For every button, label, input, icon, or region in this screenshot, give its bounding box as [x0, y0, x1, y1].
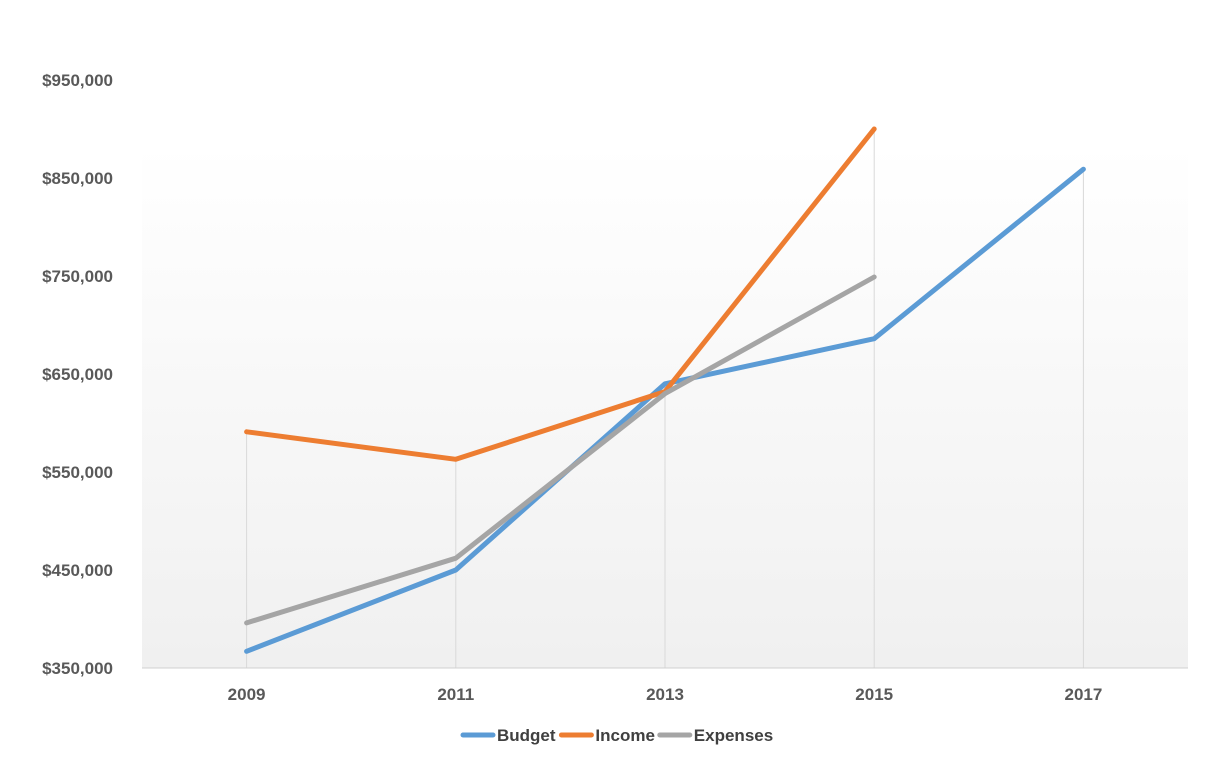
legend-label: Expenses: [694, 726, 773, 745]
y-tick-label: $350,000: [42, 659, 113, 678]
series-line-expenses: [244, 274, 877, 626]
x-tick-label: 2009: [228, 685, 266, 704]
y-tick-label: $950,000: [42, 71, 113, 90]
y-tick-label: $750,000: [42, 267, 113, 286]
legend-label: Budget: [497, 726, 556, 745]
series-line-budget: [244, 166, 1086, 654]
x-tick-label: 2017: [1064, 685, 1102, 704]
y-tick-label: $550,000: [42, 463, 113, 482]
x-tick-label: 2013: [646, 685, 684, 704]
legend: Budget Income Expenses: [460, 726, 773, 745]
legend-item-income: Income: [558, 726, 655, 745]
y-tick-label: $850,000: [42, 169, 113, 188]
legend-item-budget: Budget: [460, 726, 556, 745]
gridlines: [246, 129, 1084, 668]
y-tick-label: $650,000: [42, 365, 113, 384]
legend-item-expenses: Expenses: [657, 726, 773, 745]
x-tick-label: 2011: [437, 685, 474, 704]
legend-label: Income: [595, 726, 655, 745]
series-line-income: [244, 126, 877, 462]
y-tick-label: $450,000: [42, 561, 113, 580]
series-lines: [244, 126, 1086, 654]
x-tick-label: 2015: [855, 685, 893, 704]
axes: $350,000 $450,000 $550,000 $650,000 $750,000…: [42, 71, 1188, 704]
